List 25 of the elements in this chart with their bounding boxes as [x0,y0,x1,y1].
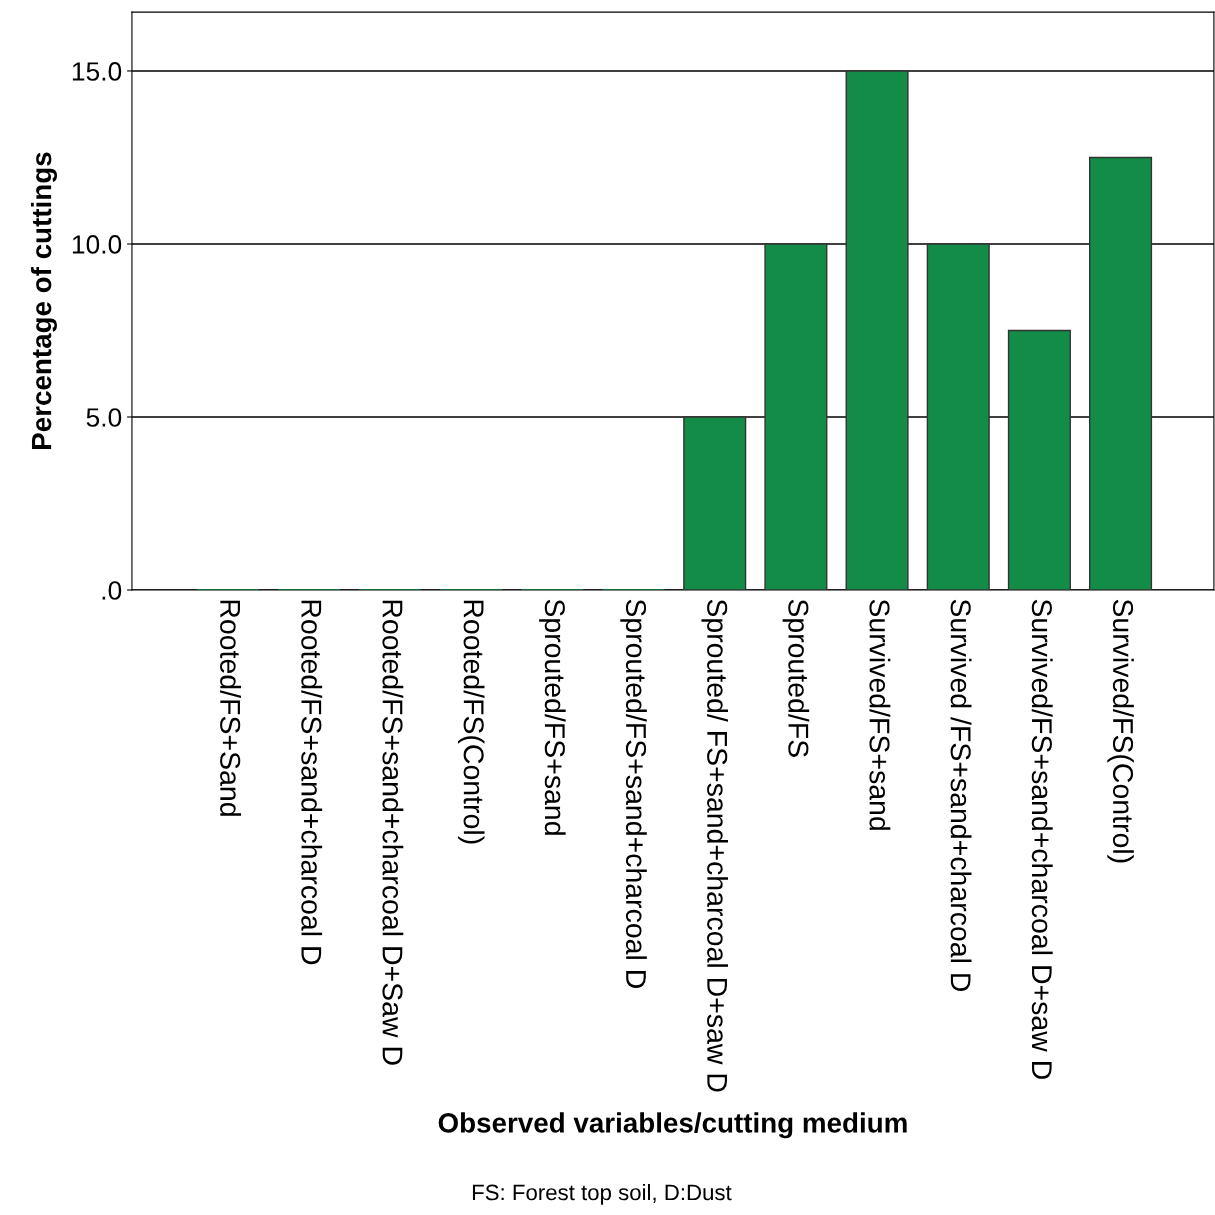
y-tick-label: 15.0 [72,62,122,81]
y-tick-label: .0 [102,581,122,600]
x-tick-label: Rooted/FS+sand+charcoal D+Saw D [382,600,404,1065]
y-tick-label: 5.0 [86,408,122,427]
y-tick-label: 10.0 [72,235,122,254]
x-tick-label: Survived/FS(Control) [1107,599,1134,863]
x-tick-label: Sprouted/FS [782,599,810,757]
x-tick-label: Rooted/FS(Control) [457,600,485,844]
x-tick-label: Survived/FS+sand+charcoal D+saw D [1031,599,1053,1079]
x-tick-label: Sprouted/ FS+sand+charcoal D+saw D [701,599,728,1092]
x-tick-label: Sprouted/FS+sand [539,599,566,835]
bar [683,416,747,590]
bar [1007,329,1071,590]
y-axis-title: Percentage of cuttings [30,152,57,449]
x-axis-title: Observed variables/cutting medium [438,1112,907,1139]
bar [1089,156,1153,590]
x-tick-label: Sprouted/FS+sand+charcoal D [620,599,647,988]
x-tick-label: Rooted/FS+sand+charcoal D [301,600,323,965]
x-tick-label: Rooted/FS+Sand [220,600,241,816]
x-tick-label: Survived /FS+sand+charcoal D [950,599,972,992]
text: FS: Forest top soil, D:Dust [472,1183,732,1205]
bar [845,70,909,590]
bar [764,243,828,590]
x-tick-label: Survived/FS+sand [869,599,891,830]
bar [926,243,990,590]
